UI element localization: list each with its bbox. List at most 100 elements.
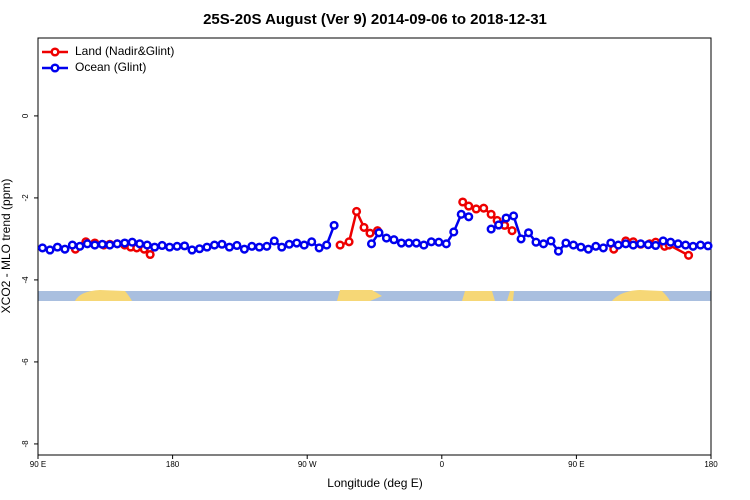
data-point <box>359 222 369 232</box>
data-point <box>165 242 175 252</box>
data-point <box>90 240 100 250</box>
data-point <box>606 238 616 248</box>
data-point <box>621 239 631 249</box>
data-point <box>157 240 167 251</box>
data-point <box>314 243 324 253</box>
data-point <box>516 234 526 244</box>
data-point <box>546 236 556 246</box>
data-point <box>583 244 593 254</box>
data-point <box>292 238 302 248</box>
y-tick-label: -4 <box>21 276 30 284</box>
data-point <box>613 240 623 250</box>
data-point <box>254 242 264 252</box>
data-point <box>67 240 77 250</box>
data-point <box>127 237 137 247</box>
data-point <box>434 237 444 247</box>
data-point <box>531 237 541 247</box>
data-point <box>322 240 332 250</box>
legend-marker <box>50 63 60 73</box>
legend-label: Ocean (Glint) <box>75 60 146 74</box>
data-point <box>441 239 451 249</box>
data-point <box>568 240 578 250</box>
map-strip <box>38 290 711 301</box>
data-point <box>681 240 691 250</box>
data-point <box>135 239 145 249</box>
data-point <box>142 240 152 250</box>
land-patch <box>337 290 382 301</box>
data-point <box>187 245 197 255</box>
x-tick-label: 90 E <box>568 460 584 469</box>
data-point <box>404 238 414 248</box>
data-point <box>105 240 115 250</box>
data-point <box>561 238 571 248</box>
data-point <box>666 237 676 247</box>
data-point <box>120 238 130 248</box>
data-point <box>352 206 362 216</box>
x-tick-label: 90 E <box>30 460 46 469</box>
data-point <box>45 245 55 255</box>
chart-title: 25S-20S August (Ver 9) 2014-09-06 to 201… <box>203 11 547 28</box>
data-point <box>150 242 160 252</box>
data-point <box>172 241 182 251</box>
data-point <box>553 246 564 256</box>
y-tick-label: 0 <box>21 113 30 118</box>
data-point <box>449 227 459 237</box>
data-point <box>365 228 375 238</box>
data-point <box>202 242 212 252</box>
data-point <box>456 209 466 219</box>
data-point <box>307 237 317 247</box>
data-point <box>411 238 421 248</box>
data-point <box>277 242 287 252</box>
data-point <box>299 240 309 250</box>
data-point <box>673 239 683 249</box>
data-point <box>239 244 249 254</box>
data-point <box>396 238 406 248</box>
data-point <box>486 209 496 219</box>
data-point <box>471 204 481 214</box>
land-patch <box>75 290 132 301</box>
y-tick-label: -6 <box>21 358 30 366</box>
data-point <box>576 242 586 252</box>
data-point <box>426 237 436 247</box>
land-patch <box>612 290 670 301</box>
legend-marker <box>50 47 60 57</box>
data-point <box>269 236 279 246</box>
data-point <box>658 236 668 246</box>
land-patch <box>507 291 514 301</box>
data-point <box>501 213 511 223</box>
data-point <box>479 203 489 213</box>
data-point <box>97 239 107 249</box>
data-point <box>194 244 205 254</box>
data-point <box>52 242 62 252</box>
data-point <box>329 220 339 230</box>
y-tick-label: -8 <box>21 440 30 448</box>
data-point <box>464 212 474 222</box>
data-point <box>374 228 384 238</box>
legend-label: Land (Nadir&Glint) <box>75 44 174 58</box>
x-axis-label: Longitude (deg E) <box>327 476 422 490</box>
data-point <box>366 239 377 249</box>
x-tick-label: 90 W <box>298 460 317 469</box>
data-point <box>598 243 608 253</box>
data-point <box>636 239 646 249</box>
data-point <box>538 239 549 249</box>
data-point <box>458 197 468 207</box>
data-point <box>628 240 638 250</box>
data-point <box>224 242 234 252</box>
data-point <box>232 240 242 251</box>
data-point <box>180 241 190 251</box>
data-point <box>695 240 706 250</box>
data-point <box>381 233 392 243</box>
data-point <box>509 211 519 221</box>
data-point <box>703 241 713 251</box>
data-point <box>494 220 504 230</box>
data-point <box>651 240 661 251</box>
data-point <box>247 241 257 251</box>
data-point <box>464 201 474 211</box>
data-point <box>507 226 517 236</box>
data-point <box>389 235 399 245</box>
data-point <box>684 250 694 260</box>
data-point <box>82 239 92 249</box>
data-point <box>591 241 601 251</box>
